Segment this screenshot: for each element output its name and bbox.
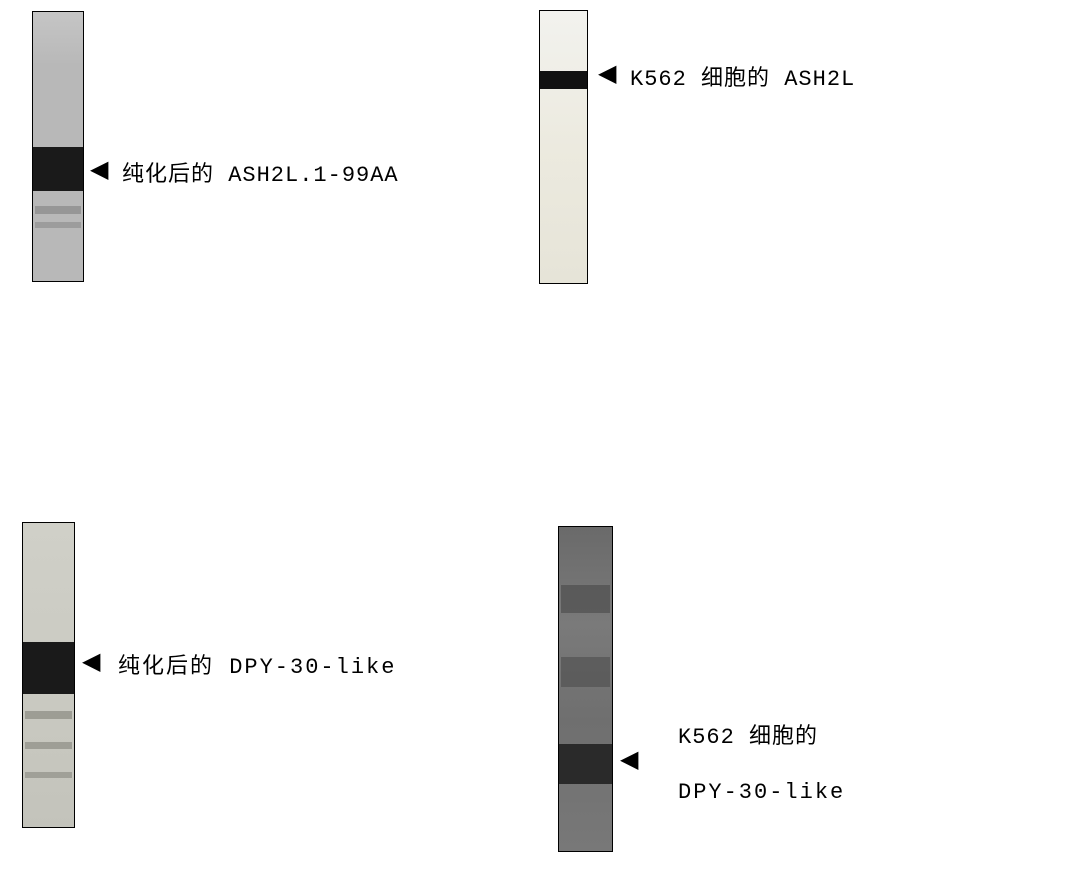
faint-band [25, 772, 72, 778]
lane-top-right [539, 10, 588, 284]
smear-band [561, 657, 610, 687]
faint-band [25, 742, 72, 749]
band-dpy30-purified [23, 642, 74, 694]
arrow-icon: ◀ [90, 158, 108, 182]
arrow-icon: ◀ [82, 650, 100, 674]
smear-band [561, 585, 610, 613]
band-dpy30-k562 [559, 744, 612, 784]
faint-band [25, 711, 72, 719]
label-dpy30-k562-line2: DPY-30-like [678, 780, 845, 805]
label-ash2l-purified: 纯化后的 ASH2L.1-99AA [122, 156, 399, 188]
label-dpy30-purified: 纯化后的 DPY-30-like [118, 648, 396, 680]
band-ash2l-k562 [540, 71, 587, 89]
panel-bottom-right: ◀ K562 细胞的 DPY-30-like [0, 0, 55, 326]
label-dpy30-k562-line1: K562 细胞的 [678, 718, 818, 750]
lane-bottom-right [558, 526, 613, 852]
arrow-icon: ◀ [620, 748, 638, 772]
lane-bottom-left [22, 522, 75, 828]
arrow-icon: ◀ [598, 62, 616, 86]
label-ash2l-k562: K562 细胞的 ASH2L [630, 60, 855, 92]
